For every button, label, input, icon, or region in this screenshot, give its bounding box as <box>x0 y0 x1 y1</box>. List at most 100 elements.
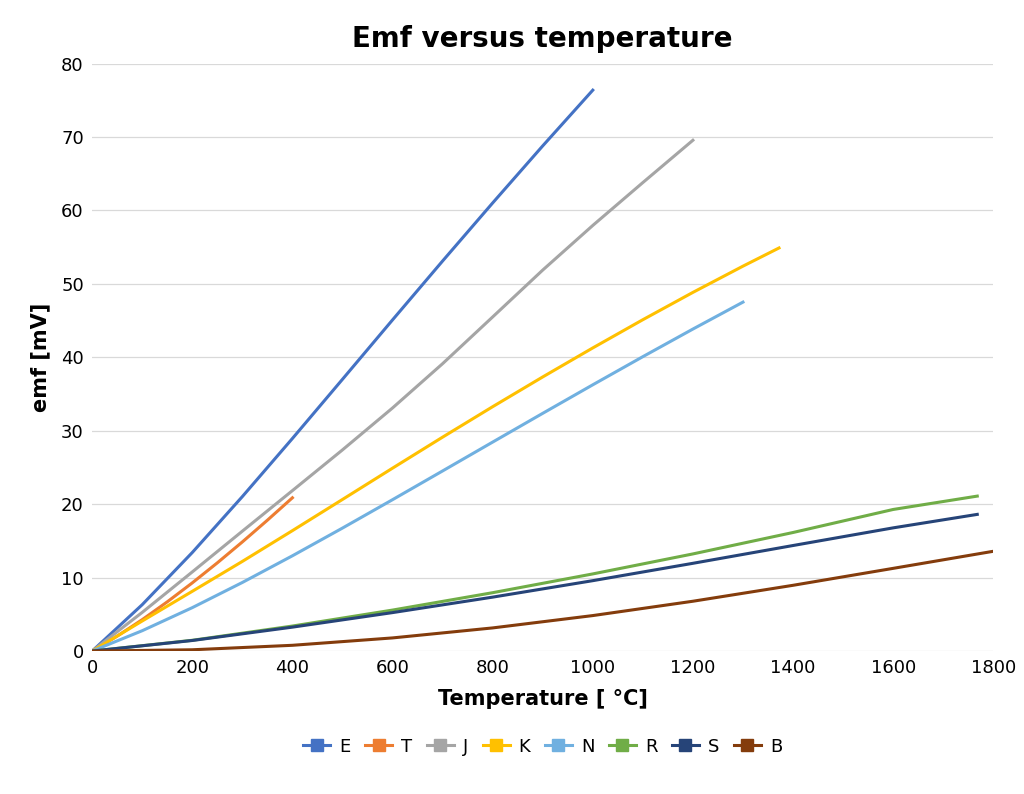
B <box>287 641 299 650</box>
N <box>136 626 148 635</box>
K <box>537 372 549 382</box>
K <box>86 646 98 656</box>
K <box>687 287 699 297</box>
N <box>386 495 398 504</box>
N <box>336 523 348 533</box>
N <box>86 646 98 656</box>
E <box>136 600 148 610</box>
R <box>971 491 983 501</box>
Line: B: B <box>92 549 1004 651</box>
N <box>537 409 549 418</box>
E <box>336 375 348 384</box>
E <box>186 548 199 557</box>
K <box>486 402 499 411</box>
B <box>587 611 599 620</box>
J <box>587 221 599 230</box>
N <box>436 466 449 476</box>
N <box>737 298 750 307</box>
E <box>287 434 299 443</box>
T <box>111 631 123 641</box>
K <box>237 557 249 566</box>
J <box>637 178 649 187</box>
T <box>86 646 98 656</box>
E <box>386 315 398 325</box>
S <box>687 558 699 568</box>
E <box>436 256 449 266</box>
J <box>237 526 249 536</box>
E <box>237 491 249 501</box>
R <box>186 635 199 645</box>
J <box>386 403 398 413</box>
N <box>587 380 599 390</box>
Legend: E, T, J, K, N, R, S, B: E, T, J, K, N, R, S, B <box>296 730 790 763</box>
K <box>637 315 649 325</box>
K <box>587 343 599 353</box>
B <box>687 596 699 606</box>
R <box>86 646 98 656</box>
E <box>587 86 599 95</box>
N <box>637 352 649 361</box>
J <box>86 646 98 656</box>
J <box>537 265 549 275</box>
T <box>136 615 148 624</box>
K <box>737 261 750 271</box>
J <box>687 136 699 145</box>
N <box>186 603 199 612</box>
S <box>971 510 983 519</box>
J <box>486 312 499 322</box>
N <box>687 324 699 333</box>
R <box>587 569 599 579</box>
B <box>386 633 398 642</box>
B <box>486 623 499 633</box>
R <box>386 605 398 615</box>
J <box>336 445 348 455</box>
Line: T: T <box>92 498 293 651</box>
K <box>773 243 785 252</box>
Y-axis label: emf [mV]: emf [mV] <box>30 303 50 412</box>
S <box>587 576 599 585</box>
R <box>786 528 799 538</box>
K <box>287 526 299 535</box>
R <box>287 621 299 630</box>
Line: J: J <box>92 141 693 651</box>
E <box>486 198 499 208</box>
T <box>287 493 299 503</box>
T <box>211 558 223 568</box>
T <box>237 538 249 547</box>
S <box>86 646 98 656</box>
Line: K: K <box>92 248 779 651</box>
S <box>786 541 799 550</box>
K <box>436 433 449 442</box>
S <box>486 592 499 602</box>
B <box>186 645 199 654</box>
S <box>386 608 398 618</box>
Line: S: S <box>92 515 977 651</box>
T <box>161 597 173 607</box>
J <box>436 359 449 368</box>
Line: E: E <box>92 91 593 651</box>
K <box>386 464 398 473</box>
B <box>86 646 98 656</box>
T <box>186 578 199 588</box>
B <box>786 580 799 590</box>
X-axis label: Temperature [ °C]: Temperature [ °C] <box>438 688 647 708</box>
N <box>486 437 499 447</box>
Line: N: N <box>92 303 743 651</box>
R <box>687 549 699 559</box>
R <box>486 588 499 597</box>
R <box>887 505 899 515</box>
E <box>86 646 98 656</box>
K <box>336 495 348 504</box>
S <box>186 636 199 646</box>
Title: Emf versus temperature: Emf versus temperature <box>352 25 733 53</box>
S <box>287 622 299 632</box>
K <box>186 587 199 596</box>
K <box>136 616 148 626</box>
S <box>887 523 899 533</box>
Line: R: R <box>92 496 977 651</box>
N <box>237 578 249 588</box>
B <box>887 564 899 573</box>
J <box>136 607 148 617</box>
J <box>287 486 299 495</box>
J <box>186 567 199 576</box>
